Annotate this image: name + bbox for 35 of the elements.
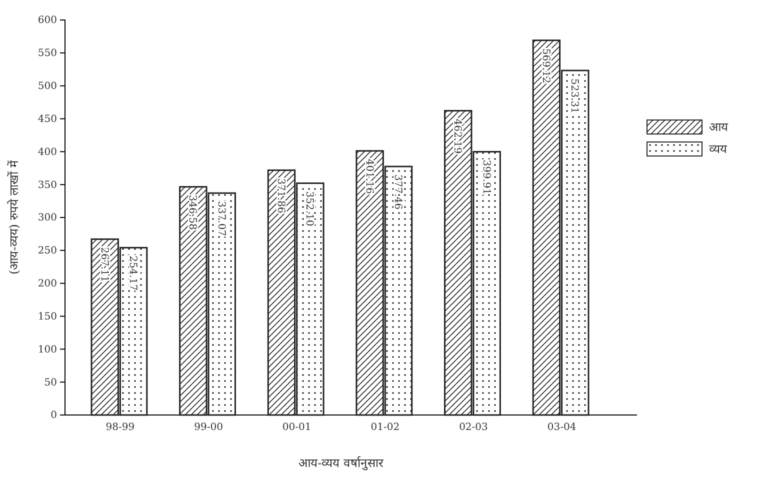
y-tick-label: 150 bbox=[38, 311, 57, 322]
y-tick-label: 350 bbox=[38, 180, 57, 191]
data-label: 399.91 bbox=[480, 160, 492, 195]
y-tick-label: 500 bbox=[38, 81, 57, 92]
data-label: 254.17 bbox=[127, 256, 138, 291]
y-axis-title: (आय-व्यय) रुपये लाखों में bbox=[7, 160, 21, 274]
data-label: 569.12 bbox=[540, 48, 551, 84]
data-label: 337.07 bbox=[215, 201, 226, 236]
y-tick-label: 0 bbox=[50, 410, 57, 422]
y-tick-label: 250 bbox=[38, 246, 57, 257]
x-axis-title: आय-व्यय वर्षानुसार bbox=[298, 456, 384, 471]
data-label: 267.11 bbox=[98, 247, 110, 282]
y-tick-label: 400 bbox=[38, 146, 57, 158]
legend-label: आय bbox=[709, 120, 729, 134]
x-tick-label: 02-03 bbox=[459, 422, 488, 434]
data-label: 352.10 bbox=[304, 191, 315, 226]
data-label: 401.16 bbox=[363, 158, 374, 194]
x-tick-label: 98-99 bbox=[106, 422, 135, 434]
data-label: 346.58 bbox=[186, 194, 198, 230]
y-tick-label: 550 bbox=[38, 48, 57, 60]
x-tick-label: 03-04 bbox=[547, 422, 576, 434]
data-label: 523.31 bbox=[568, 78, 580, 114]
y-tick-label: 50 bbox=[44, 377, 57, 388]
x-tick-label: 99-00 bbox=[194, 422, 223, 434]
x-tick-label: 00-01 bbox=[282, 422, 312, 434]
y-tick-label: 100 bbox=[38, 344, 57, 356]
data-label: 377.46 bbox=[392, 174, 404, 210]
data-label: 462.19 bbox=[452, 118, 463, 154]
legend-label: व्यय bbox=[709, 142, 728, 156]
y-tick-label: 600 bbox=[38, 15, 57, 26]
y-tick-label: 200 bbox=[38, 278, 57, 290]
x-tick-label: 01-02 bbox=[370, 422, 400, 434]
data-label: 371.86 bbox=[274, 178, 286, 214]
y-tick-label: 300 bbox=[38, 212, 57, 224]
y-tick-label: 450 bbox=[38, 114, 57, 125]
